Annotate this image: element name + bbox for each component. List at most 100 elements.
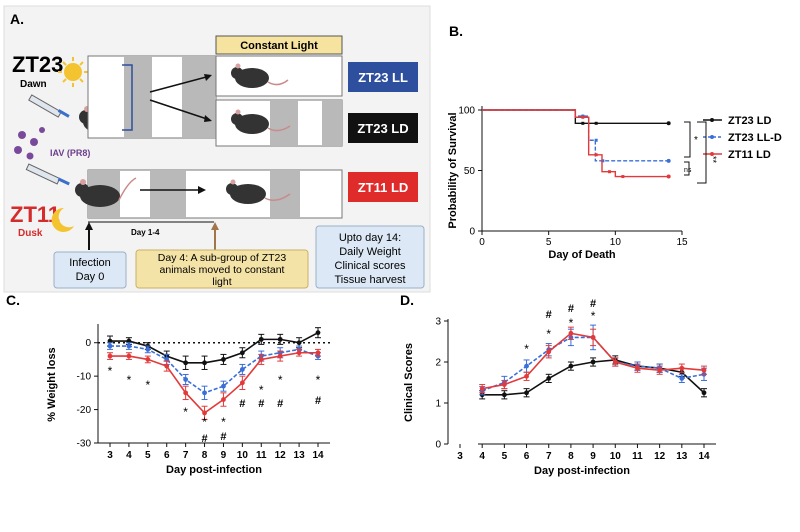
constant-light-banner: [215, 35, 343, 55]
data-point: [296, 350, 302, 356]
legend-marker: [710, 118, 714, 122]
x-tick-label: 8: [202, 450, 208, 461]
y-tick-label: 0: [435, 440, 441, 451]
significance-mark: #: [277, 398, 283, 410]
survival-end-point: [666, 121, 671, 126]
sig-bracket: [697, 121, 707, 184]
moon-icon: [51, 207, 74, 232]
day14-note-box: [315, 225, 425, 289]
sig-annotation: ns: [684, 167, 692, 174]
x-tick-label: 7: [183, 450, 189, 461]
significance-mark: *: [202, 415, 207, 429]
data-point: [635, 365, 640, 371]
series-line-0: [110, 331, 319, 364]
arrowhead: [85, 222, 93, 230]
data-point: [277, 353, 283, 359]
x-tick-label: 6: [524, 451, 530, 462]
survival-end-point: [666, 174, 671, 179]
data-point: [202, 390, 207, 396]
significance-mark: #: [258, 398, 264, 410]
x-tick-label: 12: [275, 450, 287, 461]
x-tick-label: 10: [237, 450, 249, 461]
dusk-title: ZT11: [10, 202, 60, 227]
zt23-light-cycle-strip: [87, 55, 217, 139]
data-point: [183, 377, 189, 382]
weight-loss-chart: C. 0 -10 -20 -30 3 4 5 6 7 8 9 10 11 12 13 14 Day post-in…: [6, 292, 330, 476]
data-point: [164, 363, 170, 369]
y-tick-label: 3: [435, 317, 441, 328]
data-point: [657, 367, 663, 373]
data-point: [126, 343, 132, 349]
data-point: [258, 336, 264, 342]
y-axis-label: Probability of Survival: [447, 112, 459, 228]
x-tick-label: 5: [502, 451, 508, 462]
zt11-light-cycle-strip: [87, 169, 343, 219]
legend-marker: [710, 135, 714, 139]
dawn-title: ZT23: [12, 52, 63, 77]
y-tick-label: -20: [77, 405, 92, 416]
data-point: [590, 359, 596, 365]
sig-bracket: [684, 121, 691, 158]
data-point: [679, 376, 685, 381]
series-line-1: [110, 345, 319, 394]
data-point: [501, 392, 507, 398]
significance-mark: #: [315, 395, 321, 407]
censor-mark: [581, 121, 585, 125]
dawn-subtitle: Dawn: [20, 79, 47, 90]
censor-mark: [594, 138, 598, 142]
day14-note-text: Upto day 14: Daily Weight Clinical scores T…: [334, 232, 406, 286]
x-tick-label: 10: [610, 451, 622, 462]
y-tick-label: 100: [458, 106, 475, 117]
censor-mark: [601, 159, 605, 163]
censor-mark: [621, 175, 625, 179]
panel-label: B.: [449, 23, 463, 39]
data-point: [239, 350, 245, 356]
data-point: [221, 383, 226, 389]
data-point: [107, 343, 113, 349]
data-point: [568, 330, 574, 336]
data-point: [107, 353, 113, 359]
condition-label-ld: ZT23 LD: [357, 121, 408, 136]
panel-label: D.: [400, 292, 414, 308]
day4-note-text: Day 4: A sub-group of ZT23 animals moved …: [158, 252, 287, 288]
x-tick-label: 9: [590, 451, 596, 462]
data-point: [568, 363, 574, 369]
significance-mark: *: [108, 364, 113, 378]
data-point: [701, 367, 707, 373]
x-tick-label: 5: [145, 450, 151, 461]
censor-mark: [581, 115, 585, 119]
arrowhead: [198, 186, 206, 194]
y-tick-label: 50: [464, 166, 476, 177]
censor-mark: [594, 121, 598, 125]
x-tick-label: 10: [610, 237, 622, 248]
data-point: [679, 365, 685, 371]
y-tick-label: -30: [77, 439, 92, 450]
mouse-icon: [226, 179, 291, 204]
pipette-icon: [25, 163, 70, 186]
x-axis-label: Day post-infection: [534, 465, 630, 477]
x-tick-label: 14: [312, 450, 324, 461]
legend-label: ZT23 LD: [728, 115, 771, 127]
significance-mark: #: [546, 309, 552, 321]
x-tick-label: 12: [654, 451, 666, 462]
data-point: [501, 382, 507, 387]
panel-a-label: A.: [10, 11, 24, 27]
significance-mark: *: [316, 373, 321, 387]
data-point: [546, 376, 552, 381]
dusk-subtitle: Dusk: [18, 228, 43, 239]
cohort-bracket: [122, 64, 133, 131]
sig-bracket: [684, 161, 690, 176]
x-tick-label: 4: [126, 450, 132, 461]
arrowhead: [211, 222, 219, 230]
day-range-label: Day 1-4: [131, 228, 160, 237]
x-tick-label: 3: [107, 450, 113, 461]
survival-end-point: [666, 158, 671, 163]
censor-mark: [608, 170, 611, 174]
legend-marker: [710, 152, 714, 156]
mouse-icon: [231, 109, 291, 134]
censor-mark: [594, 153, 598, 157]
data-point: [239, 367, 245, 372]
x-tick-label: 0: [479, 237, 485, 248]
virus-label: IAV (PR8): [50, 148, 90, 158]
